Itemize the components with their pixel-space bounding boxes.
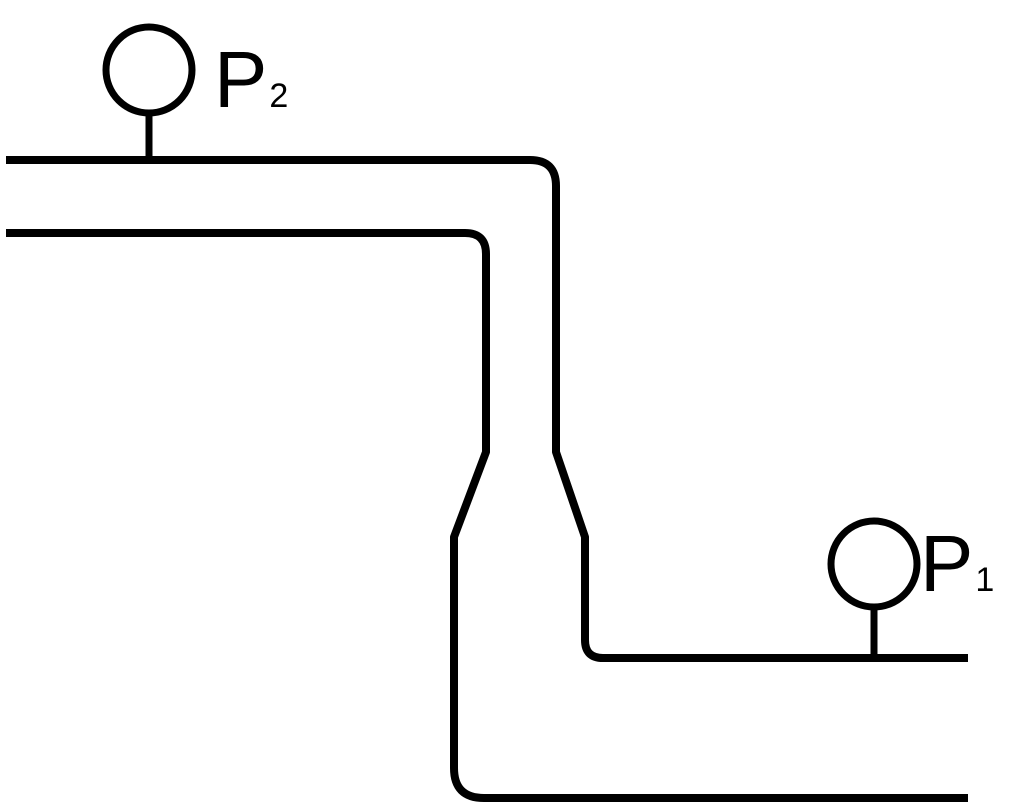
gauge-label-p1: P1 [920,524,995,604]
pressure-gauge-icon [827,517,921,658]
gauge-dial [827,517,921,611]
label-subscript: 2 [269,77,289,115]
pipe-wall-upper [6,156,968,662]
gauge-dial [102,23,196,117]
pipe-wall-lower [6,229,968,802]
pressure-gauge-icon [102,23,196,160]
label-letter: P [920,519,974,608]
label-subscript: 1 [975,561,995,599]
gauge-label-p2: P2 [214,40,289,120]
label-letter: P [214,35,268,124]
